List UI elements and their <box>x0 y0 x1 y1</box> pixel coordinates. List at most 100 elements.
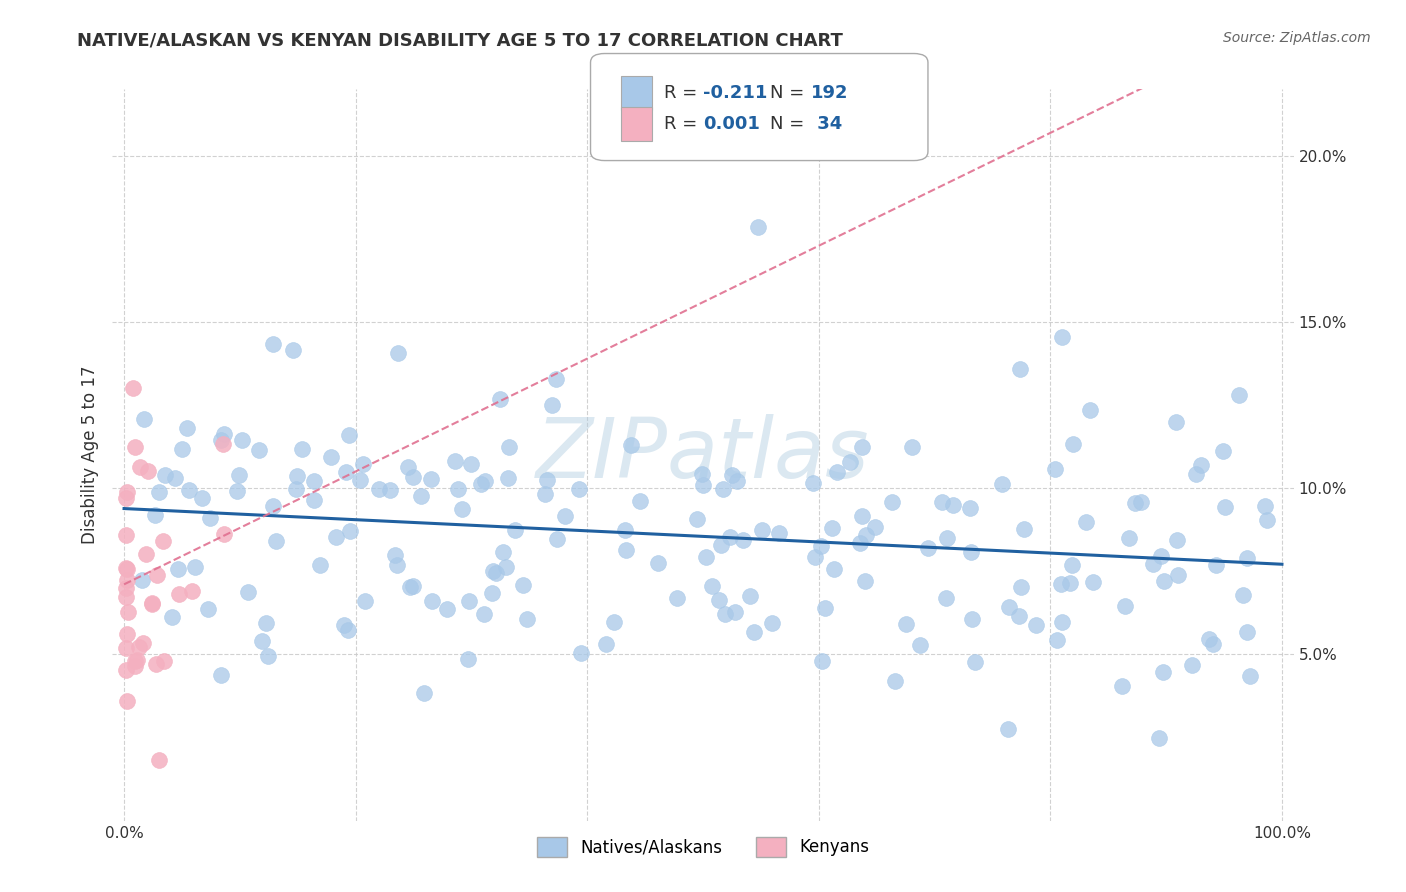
Point <box>124 654 146 668</box>
Point <box>825 465 848 479</box>
Point <box>1166 533 1188 547</box>
Point <box>603 615 626 629</box>
Point <box>122 381 145 395</box>
Point <box>165 471 187 485</box>
Point <box>960 612 983 626</box>
Point <box>1008 361 1031 376</box>
Point <box>1215 500 1237 514</box>
Point <box>714 607 737 621</box>
Point <box>731 533 754 548</box>
Point <box>458 594 481 608</box>
Point <box>1198 632 1220 646</box>
Point <box>1050 615 1073 629</box>
Point <box>686 512 709 526</box>
Point <box>148 753 170 767</box>
Point <box>131 573 153 587</box>
Point <box>177 483 200 497</box>
Point <box>284 483 307 497</box>
Point <box>931 495 953 509</box>
Point <box>810 539 832 553</box>
Point <box>183 560 205 574</box>
Point <box>336 623 359 637</box>
Point <box>124 659 146 673</box>
Point <box>692 478 714 492</box>
Point <box>309 558 332 573</box>
Point <box>725 474 748 488</box>
Text: N =: N = <box>770 84 810 102</box>
Point <box>695 550 717 565</box>
Point <box>1212 443 1234 458</box>
Point <box>115 694 138 708</box>
Point <box>304 474 326 488</box>
Point <box>482 564 505 578</box>
Point <box>516 612 538 626</box>
Point <box>1043 461 1066 475</box>
Point <box>959 500 981 515</box>
Point <box>145 657 167 671</box>
Point <box>451 501 474 516</box>
Point <box>628 494 651 508</box>
Point <box>115 663 138 677</box>
Text: R =: R = <box>664 84 703 102</box>
Point <box>335 465 357 479</box>
Point <box>855 528 877 542</box>
Point <box>128 640 150 654</box>
Point <box>352 457 374 471</box>
Point <box>247 442 270 457</box>
Point <box>1205 558 1227 573</box>
Point <box>1189 458 1212 472</box>
Point <box>1153 574 1175 588</box>
Point <box>474 475 496 489</box>
Point <box>823 562 845 576</box>
Point <box>304 492 326 507</box>
Point <box>1114 599 1136 613</box>
Point <box>319 450 342 464</box>
Point <box>436 602 458 616</box>
Point <box>821 521 844 535</box>
Point <box>1254 499 1277 513</box>
Point <box>115 485 138 500</box>
Text: 0.001: 0.001 <box>703 115 759 133</box>
Point <box>839 455 862 469</box>
Point <box>264 534 287 549</box>
Point <box>738 589 761 603</box>
Point <box>1184 467 1206 481</box>
Point <box>368 482 391 496</box>
Point <box>936 531 959 545</box>
Point <box>148 485 170 500</box>
Point <box>117 606 139 620</box>
Point <box>595 638 617 652</box>
Point <box>963 655 986 669</box>
Point <box>1150 549 1173 563</box>
Point <box>339 524 361 539</box>
Point <box>569 646 592 660</box>
Point <box>172 442 194 457</box>
Point <box>200 511 222 525</box>
Point <box>384 548 406 562</box>
Point <box>1123 495 1146 509</box>
Point <box>1062 558 1084 572</box>
Point <box>498 440 520 454</box>
Point <box>262 337 284 351</box>
Point <box>884 673 907 688</box>
Point <box>851 440 873 454</box>
Point <box>1050 577 1073 591</box>
Point <box>146 568 169 582</box>
Point <box>115 491 138 506</box>
Point <box>751 523 773 537</box>
Point <box>115 627 138 641</box>
Point <box>325 529 347 543</box>
Point <box>811 654 834 668</box>
Point <box>665 591 688 605</box>
Point <box>554 508 576 523</box>
Point <box>1081 574 1104 589</box>
Point <box>1052 330 1074 344</box>
Point <box>141 596 163 610</box>
Point <box>536 473 558 487</box>
Point <box>1062 437 1084 451</box>
Point <box>935 591 957 605</box>
Point <box>115 528 138 542</box>
Point <box>136 464 159 478</box>
Point <box>1201 638 1223 652</box>
Point <box>285 469 308 483</box>
